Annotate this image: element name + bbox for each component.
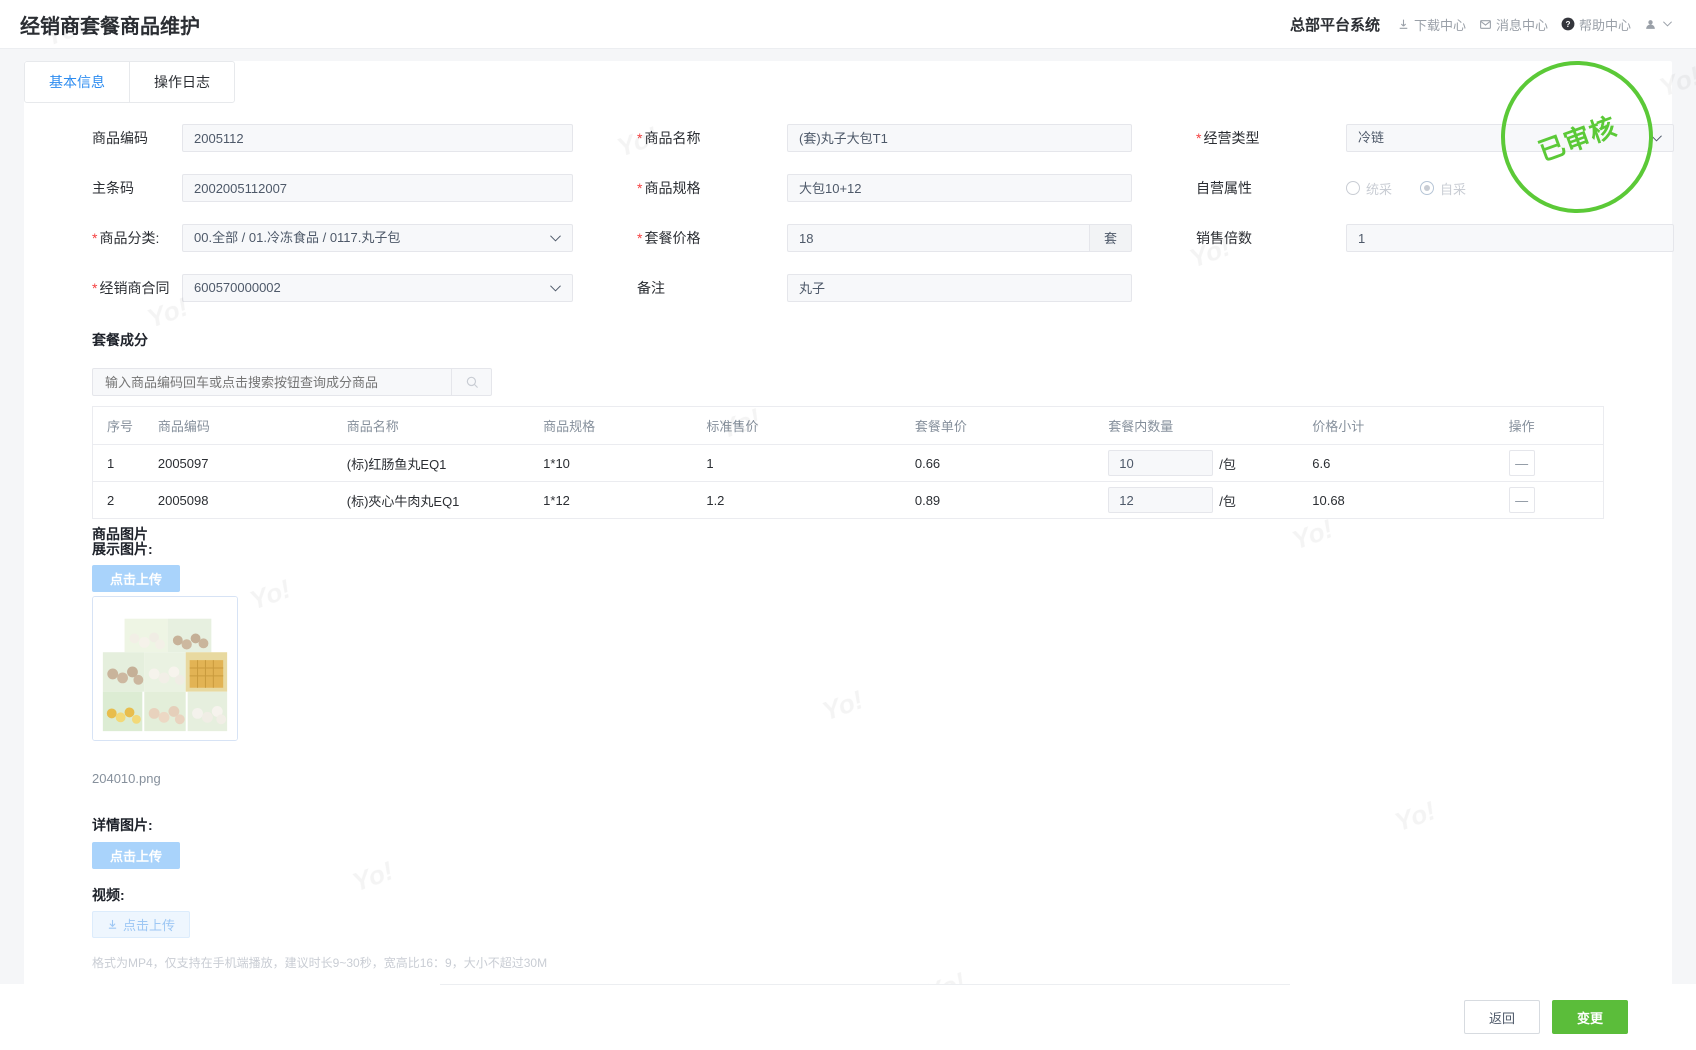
- svg-text:?: ?: [1565, 20, 1570, 29]
